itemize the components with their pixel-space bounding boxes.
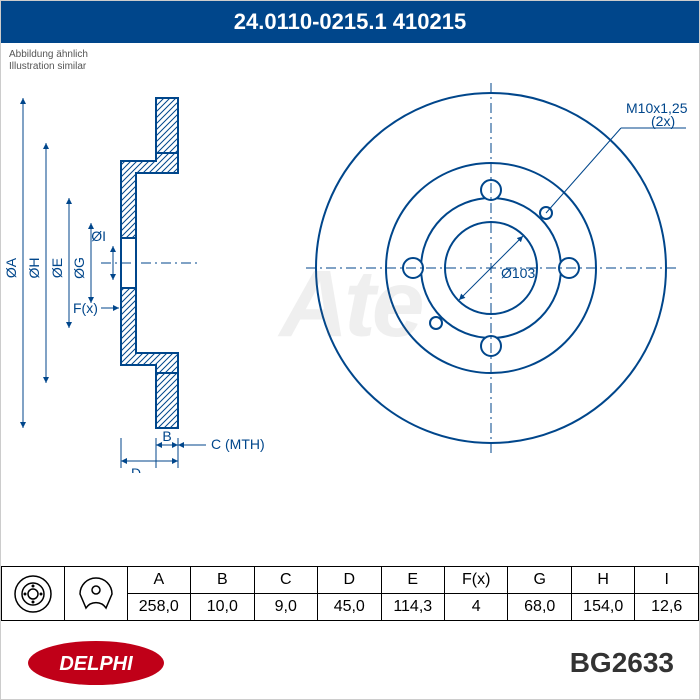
label-H: ØH — [26, 258, 42, 279]
th-A: A — [127, 567, 190, 594]
label-E: ØE — [49, 258, 65, 278]
product-card: 24.0110-0215.1 410215 Abbildung ähnlich … — [0, 0, 700, 700]
brand-logo: DELPHI — [26, 639, 166, 687]
td-E: 114,3 — [381, 594, 444, 621]
bolt-qty: (2x) — [651, 113, 675, 129]
diagram-area: Ate ØA ØH — [1, 43, 699, 566]
td-C: 9,0 — [254, 594, 317, 621]
disc-icon-cell — [2, 567, 65, 621]
label-A: ØA — [3, 257, 19, 278]
center-dia: Ø103 — [501, 265, 535, 281]
label-B: B — [162, 428, 171, 444]
label-I: ØI — [91, 228, 106, 244]
bottom-bar: DELPHI BG2633 — [1, 621, 699, 699]
th-I: I — [635, 567, 699, 594]
td-I: 12,6 — [635, 594, 699, 621]
th-E: E — [381, 567, 444, 594]
td-A: 258,0 — [127, 594, 190, 621]
th-C: C — [254, 567, 317, 594]
td-B: 10,0 — [191, 594, 254, 621]
technical-drawing: ØA ØH ØE ØG ØI — [1, 43, 700, 473]
th-G: G — [508, 567, 571, 594]
label-F: F(x) — [73, 300, 98, 316]
th-B: B — [191, 567, 254, 594]
front-view: Ø103 M10x1,25 (2x) — [306, 83, 688, 453]
table-header-row: A B C D E F(x) G H I — [2, 567, 699, 594]
product-code: BG2633 — [570, 647, 674, 679]
cross-section — [101, 98, 201, 428]
delphi-logo-icon: DELPHI — [26, 639, 166, 687]
caliper-icon — [74, 572, 118, 616]
label-D: D — [131, 465, 141, 473]
side-view: ØA ØH ØE ØG ØI — [3, 98, 265, 473]
header-bar: 24.0110-0215.1 410215 — [1, 1, 699, 43]
spec-table: A B C D E F(x) G H I 258,0 10,0 9,0 45,0… — [1, 566, 699, 621]
logo-text: DELPHI — [59, 653, 133, 675]
td-H: 154,0 — [571, 594, 634, 621]
label-C: C (MTH) — [211, 436, 265, 452]
label-G: ØG — [71, 257, 87, 279]
header-codes: 24.0110-0215.1 410215 — [234, 9, 466, 34]
td-G: 68,0 — [508, 594, 571, 621]
disc-icon — [11, 572, 55, 616]
th-H: H — [571, 567, 634, 594]
th-D: D — [318, 567, 381, 594]
td-D: 45,0 — [318, 594, 381, 621]
th-F: F(x) — [444, 567, 507, 594]
caliper-icon-cell — [64, 567, 127, 621]
td-F: 4 — [444, 594, 507, 621]
